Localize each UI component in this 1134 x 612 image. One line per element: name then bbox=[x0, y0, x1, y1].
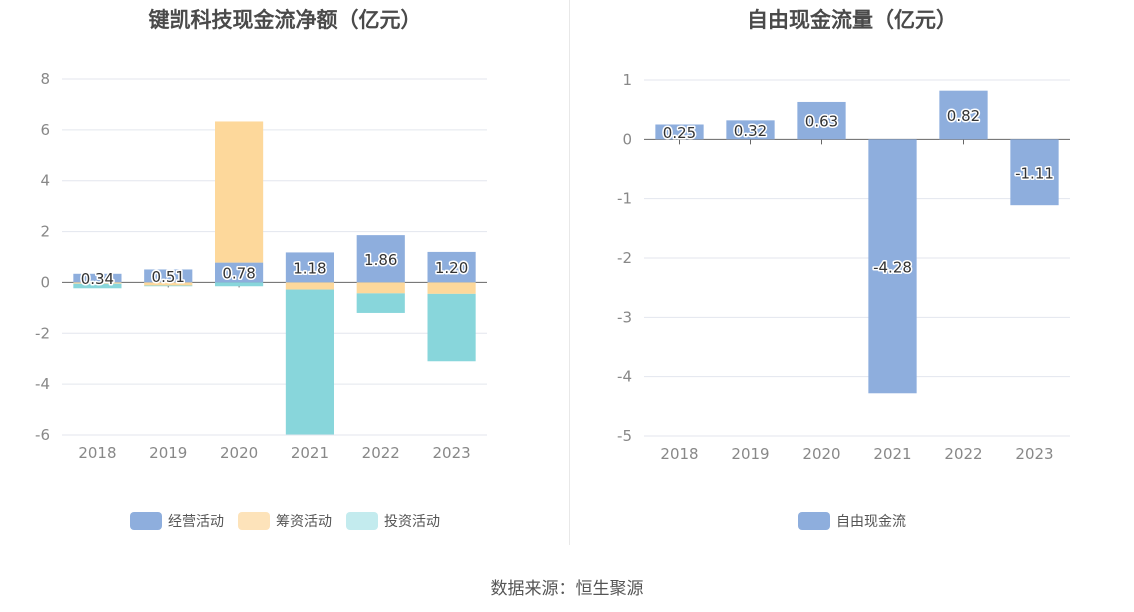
data-label: -1.11 bbox=[1015, 164, 1054, 182]
y-tick-label: -4 bbox=[617, 368, 632, 386]
data-label: 0.51 bbox=[152, 268, 185, 286]
bar-经营活动-2018 bbox=[73, 273, 122, 283]
x-tick-label: 2023 bbox=[432, 444, 470, 462]
bar-投资活动-2020 bbox=[215, 282, 264, 287]
bar-投资活动-2019 bbox=[144, 285, 193, 287]
bar-投资活动-2022 bbox=[356, 293, 405, 313]
bar-投资活动-2023 bbox=[427, 293, 476, 362]
y-tick-label: 1 bbox=[622, 71, 632, 89]
y-tick-label: 0 bbox=[622, 130, 632, 148]
bar-投资活动-2021 bbox=[285, 289, 334, 435]
panel-divider bbox=[569, 0, 570, 545]
y-tick-label: -2 bbox=[35, 324, 50, 342]
bar-筹资活动-2020 bbox=[215, 121, 264, 263]
y-tick-label: -3 bbox=[617, 308, 632, 326]
x-tick-label: 2021 bbox=[873, 445, 911, 463]
legend-label: 自由现金流 bbox=[836, 514, 906, 530]
x-tick-label: 2018 bbox=[660, 445, 698, 463]
legend-swatch bbox=[798, 512, 830, 530]
bar-筹资活动-2018 bbox=[73, 282, 122, 284]
bar-筹资活动-2022 bbox=[356, 282, 405, 294]
y-tick-label: -2 bbox=[617, 249, 632, 267]
data-label: 1.18 bbox=[293, 259, 326, 277]
x-tick-label: 2020 bbox=[220, 444, 258, 462]
legend-label: 经营活动 bbox=[168, 514, 224, 530]
legend-label: 投资活动 bbox=[384, 514, 440, 530]
bar-经营活动-2022 bbox=[356, 235, 405, 283]
x-tick-label: 2020 bbox=[802, 445, 840, 463]
chart-legend: 经营活动 筹资活动 投资活动 bbox=[0, 511, 570, 531]
x-tick-label: 2019 bbox=[149, 444, 187, 462]
bar-经营活动-2020 bbox=[215, 262, 264, 283]
bar-筹资活动-2023 bbox=[427, 282, 476, 294]
free-cash-flow-chart-panel: 自由现金流量（亿元） 1 0 -1 -2 -3 -4 -5 2018 2019 2020 2021 2… bbox=[570, 0, 1134, 545]
data-label: 0.25 bbox=[663, 124, 696, 142]
data-label: -4.28 bbox=[873, 258, 912, 276]
bar-筹资活动-2019 bbox=[144, 282, 193, 286]
x-tick-label: 2018 bbox=[78, 444, 116, 462]
data-label: 0.34 bbox=[81, 270, 114, 288]
data-label: 0.78 bbox=[222, 265, 255, 283]
y-tick-label: 8 bbox=[40, 70, 50, 88]
data-label: 1.86 bbox=[364, 251, 397, 269]
y-tick-label: 0 bbox=[40, 273, 50, 291]
x-tick-label: 2022 bbox=[362, 444, 400, 462]
y-tick-label: -5 bbox=[617, 427, 632, 445]
bar-自由现金流-2023 bbox=[1010, 139, 1059, 206]
bar-自由现金流-2022 bbox=[939, 90, 988, 140]
chart-legend: 自由现金流 bbox=[570, 511, 1134, 531]
data-label: 1.20 bbox=[435, 259, 468, 277]
chart-title: 自由现金流量（亿元） bbox=[747, 8, 957, 32]
legend-item[interactable]: 自由现金流 bbox=[798, 511, 906, 531]
x-tick-label: 2022 bbox=[944, 445, 982, 463]
legend-swatch bbox=[238, 512, 270, 530]
legend-item[interactable]: 经营活动 bbox=[130, 511, 224, 531]
y-tick-label: 4 bbox=[40, 172, 50, 190]
bar-经营活动-2023 bbox=[427, 251, 476, 283]
bar-经营活动-2019 bbox=[144, 269, 193, 283]
cash-flow-chart-panel: 键凯科技现金流净额（亿元） 8 6 4 2 0 -2 -4 -6 2018 2019 2020 202… bbox=[0, 0, 570, 545]
y-tick-label: -4 bbox=[35, 375, 50, 393]
bar-自由现金流-2018 bbox=[655, 124, 704, 140]
bar-投资活动-2018 bbox=[73, 283, 122, 289]
bar-筹资活动-2021 bbox=[285, 282, 334, 290]
data-label: 0.32 bbox=[734, 122, 767, 140]
free-cash-flow-chart: 1 0 -1 -2 -3 -4 -5 2018 2019 2020 2021 2022 2023 0.25… bbox=[617, 71, 1070, 463]
y-tick-label: -1 bbox=[617, 190, 632, 208]
legend-item[interactable]: 筹资活动 bbox=[238, 511, 332, 531]
chart-title: 键凯科技现金流净额（亿元） bbox=[148, 8, 422, 32]
legend-swatch bbox=[130, 512, 162, 530]
bar-自由现金流-2019 bbox=[726, 120, 775, 140]
data-label: 0.63 bbox=[805, 113, 838, 131]
data-label: 0.82 bbox=[947, 107, 980, 125]
cash-flow-chart: 8 6 4 2 0 -2 -4 -6 2018 2019 2020 2021 2022 2023 0.34 0… bbox=[35, 70, 487, 462]
bar-经营活动-2021 bbox=[285, 252, 334, 283]
x-tick-label: 2021 bbox=[291, 444, 329, 462]
x-tick-label: 2019 bbox=[731, 445, 769, 463]
legend-label: 筹资活动 bbox=[276, 514, 332, 530]
y-tick-label: 2 bbox=[40, 223, 50, 241]
legend-swatch bbox=[346, 512, 378, 530]
bar-自由现金流-2020 bbox=[797, 101, 846, 140]
y-tick-label: 6 bbox=[40, 121, 50, 139]
x-tick-label: 2023 bbox=[1015, 445, 1053, 463]
bar-自由现金流-2021 bbox=[868, 139, 917, 394]
y-tick-label: -6 bbox=[35, 426, 50, 444]
data-source: 数据来源：恒生聚源 bbox=[490, 579, 644, 599]
legend-item[interactable]: 投资活动 bbox=[346, 511, 440, 531]
